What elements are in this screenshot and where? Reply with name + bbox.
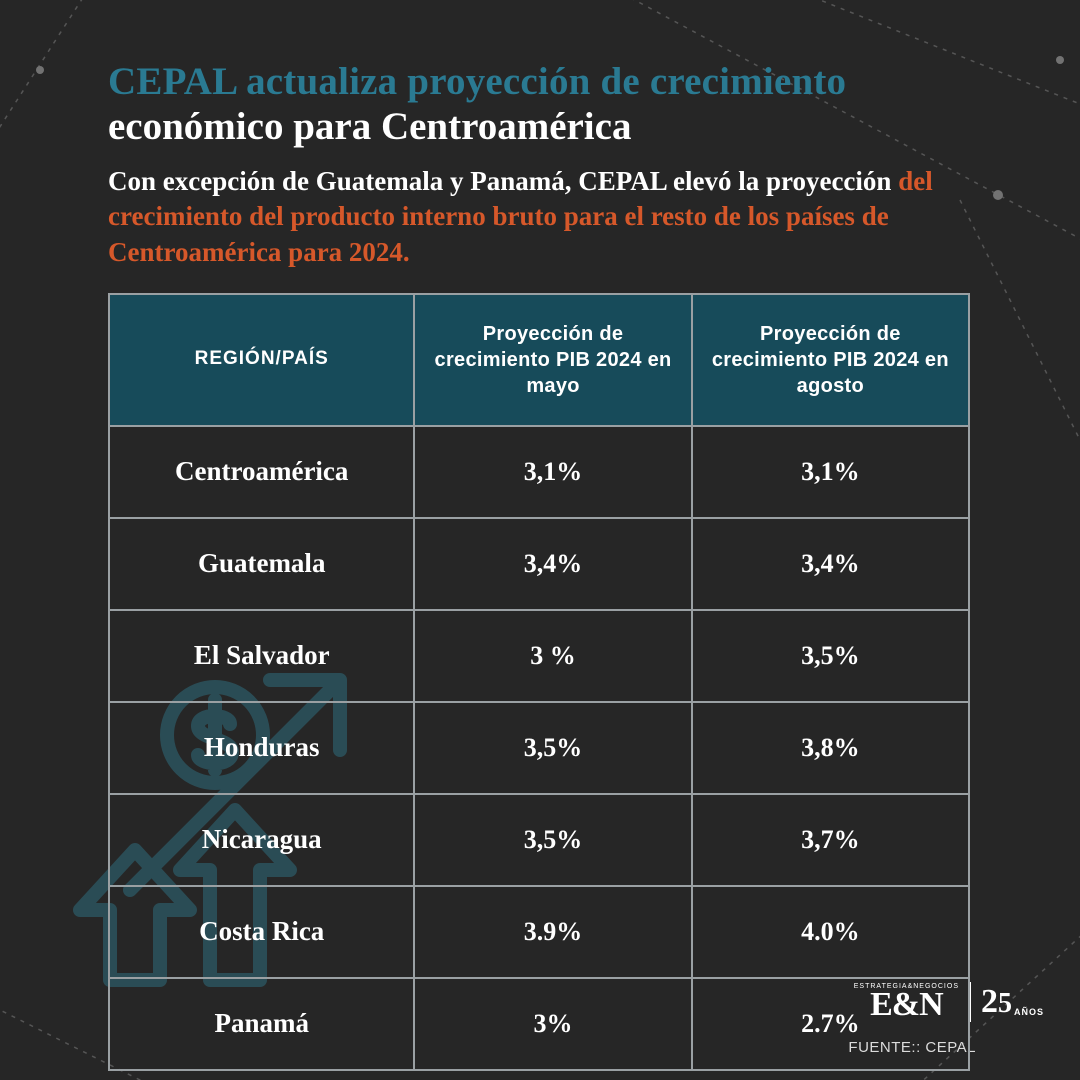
cell-aug: 2.7% bbox=[692, 978, 969, 1070]
cell-may: 3,1% bbox=[414, 426, 691, 518]
logo-years: 25 AÑOS bbox=[981, 983, 1044, 1021]
table-header-row: REGIÓN/PAÍS Proyección de crecimiento PI… bbox=[109, 294, 969, 426]
table-row: Centroamérica 3,1% 3,1% bbox=[109, 426, 969, 518]
cell-name: Nicaragua bbox=[109, 794, 414, 886]
infographic-content: CEPAL actualiza proyección de crecimient… bbox=[0, 0, 1080, 1071]
cell-may: 3,4% bbox=[414, 518, 691, 610]
title-line-1: CEPAL actualiza proyección de crecimient… bbox=[108, 60, 980, 105]
cell-aug: 3,8% bbox=[692, 702, 969, 794]
cell-name: Centroamérica bbox=[109, 426, 414, 518]
table-row: El Salvador 3 % 3,5% bbox=[109, 610, 969, 702]
th-region: REGIÓN/PAÍS bbox=[109, 294, 414, 426]
subtitle-part-white: Con excepción de Guatemala y Panamá, CEP… bbox=[108, 166, 898, 196]
cell-name: Costa Rica bbox=[109, 886, 414, 978]
table-row: Nicaragua 3,5% 3,7% bbox=[109, 794, 969, 886]
title-line-2: económico para Centroamérica bbox=[108, 105, 980, 150]
cell-aug: 4.0% bbox=[692, 886, 969, 978]
table-row: Honduras 3,5% 3,8% bbox=[109, 702, 969, 794]
cell-aug: 3,4% bbox=[692, 518, 969, 610]
cell-aug: 3,1% bbox=[692, 426, 969, 518]
subtitle: Con excepción de Guatemala y Panamá, CEP… bbox=[108, 164, 968, 271]
cell-may: 3,5% bbox=[414, 702, 691, 794]
table-row: Guatemala 3,4% 3,4% bbox=[109, 518, 969, 610]
cell-name: Guatemala bbox=[109, 518, 414, 610]
table-row: Costa Rica 3.9% 4.0% bbox=[109, 886, 969, 978]
table-row: Panamá 3% 2.7% bbox=[109, 978, 969, 1070]
cell-aug: 3,5% bbox=[692, 610, 969, 702]
cell-may: 3% bbox=[414, 978, 691, 1070]
gdp-projection-table: REGIÓN/PAÍS Proyección de crecimiento PI… bbox=[108, 293, 970, 1071]
th-aug: Proyección de crecimiento PIB 2024 en ag… bbox=[692, 294, 969, 426]
cell-aug: 3,7% bbox=[692, 794, 969, 886]
cell-may: 3,5% bbox=[414, 794, 691, 886]
logo-year-2: 2 bbox=[981, 983, 998, 1021]
cell-may: 3 % bbox=[414, 610, 691, 702]
cell-name: Honduras bbox=[109, 702, 414, 794]
cell-name: El Salvador bbox=[109, 610, 414, 702]
logo-anos: AÑOS bbox=[1014, 1007, 1044, 1021]
cell-name: Panamá bbox=[109, 978, 414, 1070]
cell-may: 3.9% bbox=[414, 886, 691, 978]
th-may: Proyección de crecimiento PIB 2024 en ma… bbox=[414, 294, 691, 426]
logo-year-5: 5 bbox=[998, 988, 1012, 1020]
